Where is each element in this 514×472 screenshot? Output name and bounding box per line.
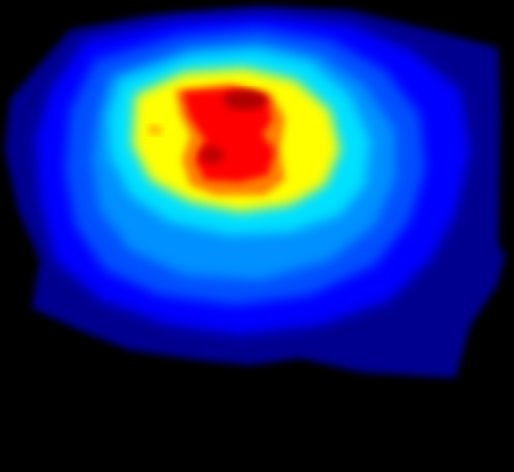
hotspot-middle xyxy=(200,146,224,164)
hotspot-top xyxy=(223,90,267,110)
speck-left xyxy=(148,125,162,135)
